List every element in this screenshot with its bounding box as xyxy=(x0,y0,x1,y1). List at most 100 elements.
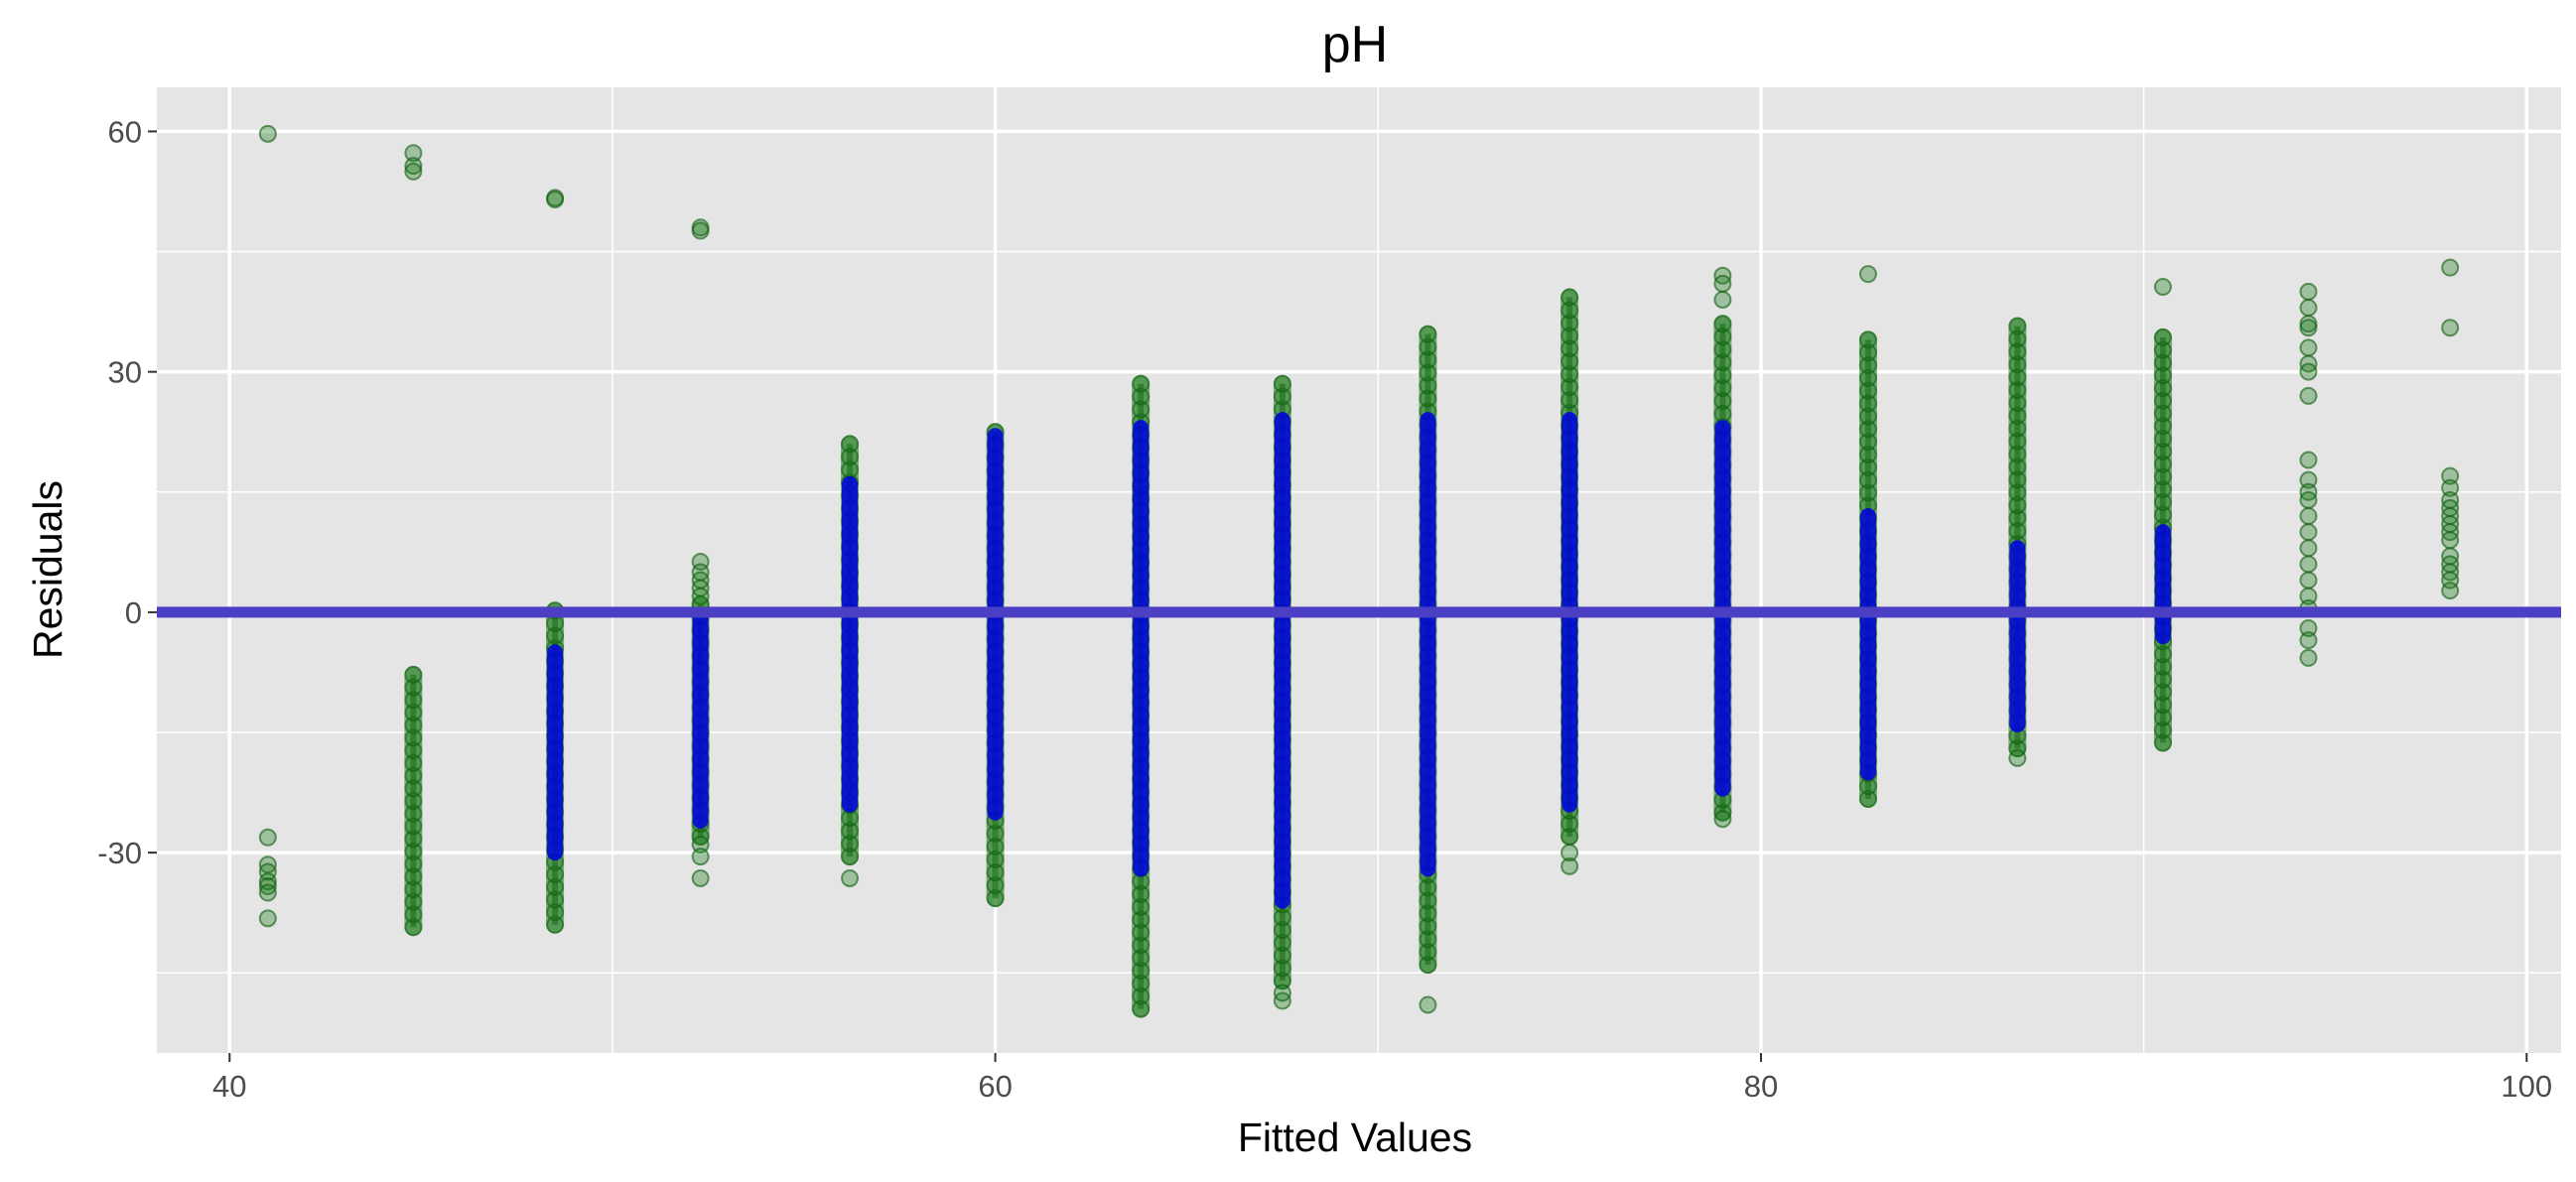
data-point xyxy=(2008,521,2027,540)
data-point xyxy=(404,779,423,798)
data-point xyxy=(2299,539,2318,558)
data-point xyxy=(691,868,710,887)
data-point xyxy=(404,691,423,710)
data-point xyxy=(2441,582,2460,600)
data-point xyxy=(1560,378,1579,397)
data-point xyxy=(1858,330,1877,349)
data-point xyxy=(2153,645,2172,664)
data-point xyxy=(2299,648,2318,667)
data-point xyxy=(2153,366,2172,385)
data-point xyxy=(1858,790,1877,809)
data-point xyxy=(2008,381,2027,400)
data-point xyxy=(404,157,423,176)
y-tick-label: 0 xyxy=(125,595,142,630)
x-tick-label: 100 xyxy=(2501,1069,2552,1104)
data-point xyxy=(1273,921,1291,940)
data-point xyxy=(258,909,277,928)
data-point xyxy=(2441,531,2460,550)
data-point xyxy=(404,830,423,849)
data-point xyxy=(2153,480,2172,499)
data-point xyxy=(2008,393,2027,412)
y-tick-label: -30 xyxy=(97,836,142,870)
data-point xyxy=(1560,314,1579,332)
y-axis: -30 0 30 60 xyxy=(97,114,157,870)
data-point xyxy=(1858,458,1877,476)
data-point xyxy=(1560,856,1579,875)
data-point xyxy=(258,124,277,143)
data-point xyxy=(1713,340,1732,359)
data-point xyxy=(1858,483,1877,502)
data-point xyxy=(2299,362,2318,381)
data-point xyxy=(1858,433,1877,452)
data-point xyxy=(258,862,277,881)
data-point xyxy=(404,704,423,722)
data-point xyxy=(1132,936,1151,955)
data-point xyxy=(2008,317,2027,335)
x-tick-label: 40 xyxy=(212,1069,246,1104)
data-point xyxy=(1858,470,1877,489)
data-point xyxy=(2153,721,2172,739)
data-point xyxy=(2153,492,2172,511)
plot-panel xyxy=(157,87,2561,1053)
data-point xyxy=(1419,995,1437,1014)
data-point xyxy=(1858,343,1877,362)
data-point xyxy=(2441,319,2460,337)
data-point xyxy=(404,665,423,684)
data-point xyxy=(1419,943,1437,962)
data-point xyxy=(2299,506,2318,525)
data-point xyxy=(2153,278,2172,297)
data-point xyxy=(2008,329,2027,348)
data-point xyxy=(2299,451,2318,469)
data-points xyxy=(258,124,2460,1018)
data-point xyxy=(1858,420,1877,439)
data-point xyxy=(404,817,423,836)
data-point xyxy=(1132,387,1151,406)
x-axis-title: Fitted Values xyxy=(1238,1115,1472,1160)
data-point xyxy=(986,876,1005,895)
data-point xyxy=(404,753,423,772)
data-point xyxy=(2153,733,2172,752)
y-tick-label: 60 xyxy=(108,114,142,149)
data-point xyxy=(2008,342,2027,361)
data-point xyxy=(841,868,860,887)
data-point xyxy=(1273,908,1291,927)
x-tick-label: 60 xyxy=(978,1069,1012,1104)
data-point xyxy=(404,792,423,811)
data-point xyxy=(404,892,423,911)
data-point xyxy=(1560,339,1579,358)
data-point xyxy=(2008,748,2027,767)
data-point xyxy=(1713,810,1732,829)
data-point xyxy=(2299,299,2318,318)
data-point xyxy=(1273,387,1291,406)
data-point xyxy=(2153,328,2172,346)
data-point xyxy=(404,678,423,697)
data-point xyxy=(2153,391,2172,410)
data-point xyxy=(691,848,710,866)
data-point xyxy=(404,716,423,734)
data-point xyxy=(2008,496,2027,515)
data-point xyxy=(986,850,1005,868)
data-point xyxy=(1132,910,1151,929)
data-point xyxy=(2008,470,2027,489)
data-point xyxy=(1273,984,1291,1002)
data-point xyxy=(404,854,423,873)
data-point xyxy=(2153,379,2172,398)
data-point xyxy=(258,828,277,847)
data-point xyxy=(986,824,1005,843)
data-point xyxy=(2008,483,2027,502)
data-point xyxy=(2299,319,2318,337)
data-point xyxy=(258,883,277,902)
data-point xyxy=(2441,258,2460,277)
data-point xyxy=(1713,391,1732,410)
data-point xyxy=(2153,505,2172,524)
data-point xyxy=(691,587,710,605)
data-point xyxy=(841,835,860,854)
data-point xyxy=(546,191,565,209)
data-point xyxy=(1132,884,1151,903)
data-point xyxy=(691,836,710,854)
data-point xyxy=(1132,374,1151,393)
data-point xyxy=(546,903,565,922)
data-point xyxy=(1419,956,1437,975)
data-point xyxy=(1858,407,1877,426)
data-point xyxy=(1419,337,1437,356)
